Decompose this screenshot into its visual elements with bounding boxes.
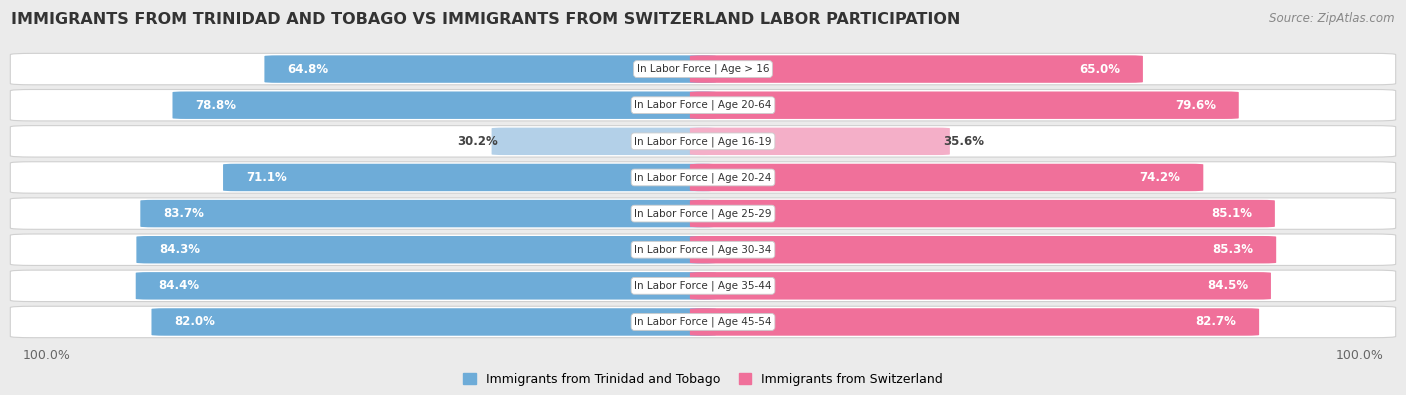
Text: 83.7%: 83.7% [163,207,204,220]
FancyBboxPatch shape [690,92,1239,119]
FancyBboxPatch shape [690,200,1275,227]
FancyBboxPatch shape [10,234,1396,265]
Text: 35.6%: 35.6% [943,135,984,148]
Text: 82.7%: 82.7% [1195,316,1236,329]
Text: 71.1%: 71.1% [246,171,287,184]
FancyBboxPatch shape [10,198,1396,229]
FancyBboxPatch shape [141,200,716,227]
Text: 85.3%: 85.3% [1212,243,1253,256]
Text: 74.2%: 74.2% [1139,171,1180,184]
Text: In Labor Force | Age 30-34: In Labor Force | Age 30-34 [634,245,772,255]
FancyBboxPatch shape [10,53,1396,85]
Legend: Immigrants from Trinidad and Tobago, Immigrants from Switzerland: Immigrants from Trinidad and Tobago, Imm… [458,368,948,391]
FancyBboxPatch shape [690,55,1143,83]
Text: In Labor Force | Age > 16: In Labor Force | Age > 16 [637,64,769,74]
Text: In Labor Force | Age 35-44: In Labor Force | Age 35-44 [634,280,772,291]
Text: 85.1%: 85.1% [1211,207,1251,220]
FancyBboxPatch shape [10,162,1396,193]
Text: IMMIGRANTS FROM TRINIDAD AND TOBAGO VS IMMIGRANTS FROM SWITZERLAND LABOR PARTICI: IMMIGRANTS FROM TRINIDAD AND TOBAGO VS I… [11,12,960,27]
Text: 65.0%: 65.0% [1078,62,1121,75]
FancyBboxPatch shape [690,236,1277,263]
Text: 30.2%: 30.2% [457,135,498,148]
FancyBboxPatch shape [136,236,716,263]
FancyBboxPatch shape [10,306,1396,338]
FancyBboxPatch shape [173,92,716,119]
FancyBboxPatch shape [690,128,950,155]
Text: In Labor Force | Age 16-19: In Labor Force | Age 16-19 [634,136,772,147]
FancyBboxPatch shape [224,164,716,191]
Text: 82.0%: 82.0% [174,316,215,329]
FancyBboxPatch shape [136,272,716,299]
FancyBboxPatch shape [10,126,1396,157]
FancyBboxPatch shape [152,308,716,336]
FancyBboxPatch shape [690,164,1204,191]
FancyBboxPatch shape [690,272,1271,299]
FancyBboxPatch shape [264,55,716,83]
FancyBboxPatch shape [492,128,716,155]
Text: In Labor Force | Age 45-54: In Labor Force | Age 45-54 [634,317,772,327]
Text: 84.3%: 84.3% [159,243,201,256]
Text: In Labor Force | Age 25-29: In Labor Force | Age 25-29 [634,208,772,219]
Text: 79.6%: 79.6% [1175,99,1216,112]
Text: 84.4%: 84.4% [159,279,200,292]
Text: 78.8%: 78.8% [195,99,236,112]
Text: In Labor Force | Age 20-24: In Labor Force | Age 20-24 [634,172,772,183]
Text: 84.5%: 84.5% [1206,279,1249,292]
FancyBboxPatch shape [690,308,1260,336]
FancyBboxPatch shape [10,90,1396,121]
Text: Source: ZipAtlas.com: Source: ZipAtlas.com [1270,12,1395,25]
Text: In Labor Force | Age 20-64: In Labor Force | Age 20-64 [634,100,772,111]
FancyBboxPatch shape [10,270,1396,301]
Text: 64.8%: 64.8% [287,62,329,75]
